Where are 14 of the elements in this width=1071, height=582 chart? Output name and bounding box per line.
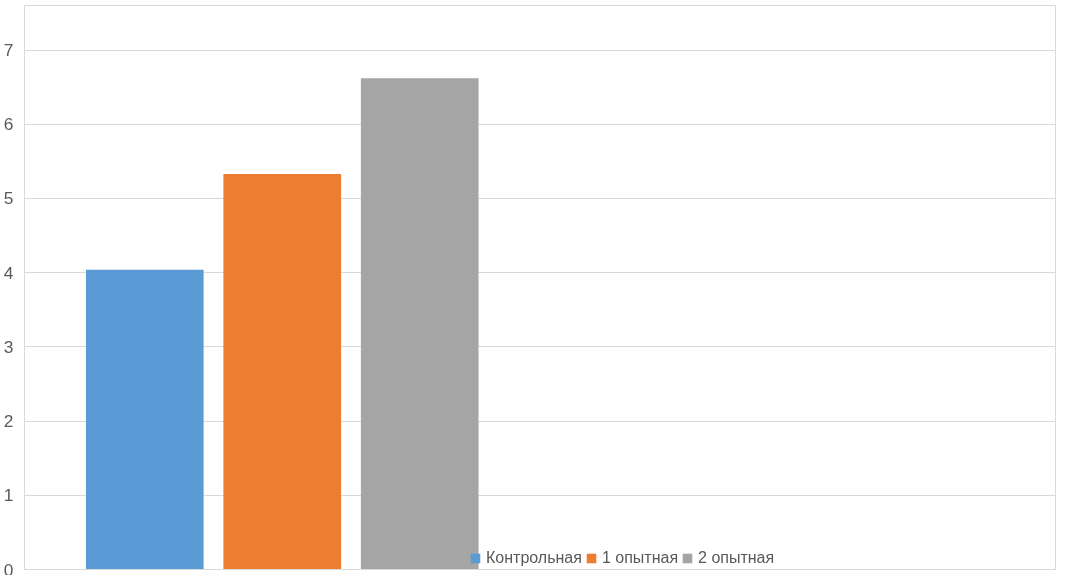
legend-label: 2 опытная [698, 549, 775, 567]
bar [360, 78, 479, 570]
y-tick-label: 5 [3, 188, 14, 209]
bar [85, 269, 204, 570]
y-tick-label: 4 [3, 262, 14, 283]
y-tick-label: 3 [3, 336, 14, 357]
y-tick-label: 0 [3, 559, 14, 580]
y-tick-label: 2 [3, 411, 14, 432]
legend-label: 1 опытная [601, 549, 679, 567]
y-tick-label: 7 [3, 40, 14, 61]
legend-label: Контрольная [486, 549, 582, 567]
bar [223, 173, 342, 570]
y-tick-label: 6 [3, 114, 14, 135]
y-tick-label: 1 [3, 485, 14, 506]
